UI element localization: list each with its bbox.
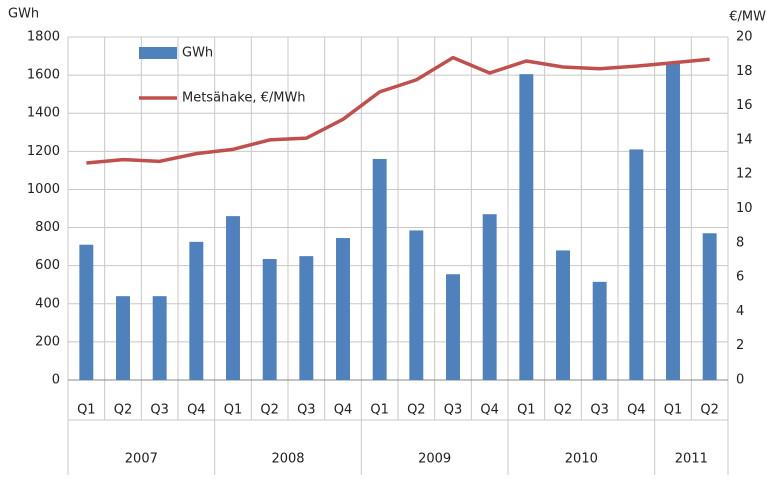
bar	[409, 230, 424, 380]
bar	[116, 296, 130, 380]
y-tick-label: 1800	[27, 30, 60, 45]
y-tick-label: 1200	[27, 144, 60, 159]
x-tick-label: Q2	[700, 403, 719, 418]
y2-tick-label: 6	[736, 270, 744, 285]
y-tick-label: 800	[35, 220, 60, 235]
bar	[226, 216, 240, 380]
x-tick-label: Q4	[334, 403, 353, 418]
x-tick-label: Q1	[517, 403, 536, 418]
y-tick-label: 1000	[27, 182, 60, 197]
group-label: 2007	[125, 452, 158, 467]
x-tick-label: Q1	[370, 403, 389, 418]
bar	[152, 296, 167, 380]
y2-tick-label: 10	[736, 201, 753, 216]
y2-tick-label: 8	[736, 235, 744, 250]
y2-tick-label: 4	[736, 304, 744, 319]
x-tick-label: Q4	[187, 403, 206, 418]
bar	[556, 250, 570, 380]
bar	[189, 241, 204, 380]
x-tick-label: Q2	[114, 403, 133, 418]
bar	[299, 256, 314, 380]
y-tick-label: 0	[52, 373, 60, 388]
x-tick-label: Q1	[664, 403, 683, 418]
legend-swatch	[139, 47, 177, 59]
bar	[446, 274, 460, 380]
x-tick-label: Q4	[480, 403, 499, 418]
y2-tick-label: 2	[736, 338, 744, 353]
x-tick-label: Q1	[77, 403, 96, 418]
x-tick-label: Q2	[554, 403, 573, 418]
bar	[262, 258, 277, 380]
y2-tick-label: 0	[736, 373, 744, 388]
bar	[666, 62, 680, 380]
x-tick-label: Q1	[224, 403, 243, 418]
y2-tick-label: 20	[736, 30, 753, 45]
x-tick-label: Q3	[590, 403, 609, 418]
bar	[519, 74, 534, 381]
x-tick-label: Q3	[297, 403, 316, 418]
y2-tick-label: 18	[736, 64, 753, 79]
line	[86, 55, 710, 165]
legend-label: Metsähake, €/MWh	[182, 91, 306, 106]
bar	[592, 281, 607, 380]
group-label: 2009	[418, 452, 451, 467]
group-label: 2010	[565, 452, 598, 467]
bar	[372, 158, 387, 380]
y2-tick-label: 14	[736, 132, 753, 147]
legend-label: GWh	[182, 46, 213, 61]
x-tick-label: Q3	[444, 403, 463, 418]
group-label: 2008	[271, 452, 304, 467]
x-tick-label: Q2	[407, 403, 426, 418]
x-tick-label: Q3	[150, 403, 169, 418]
y2-tick-label: 12	[736, 167, 753, 182]
y2-axis-label: €/MW	[729, 10, 766, 25]
y-axis-label: GWh	[8, 7, 39, 22]
bar	[702, 233, 717, 380]
bar	[79, 244, 94, 380]
y-tick-label: 600	[35, 258, 60, 273]
bar	[482, 214, 497, 380]
bar	[629, 149, 644, 380]
y2-tick-label: 16	[736, 98, 753, 113]
y-tick-label: 1400	[27, 106, 60, 121]
y-tick-label: 1600	[27, 68, 60, 83]
x-tick-label: Q4	[627, 403, 646, 418]
bar	[336, 238, 350, 380]
x-tick-label: Q2	[260, 403, 279, 418]
group-label: 2011	[675, 452, 708, 467]
y-tick-label: 200	[35, 334, 60, 349]
y-tick-label: 400	[35, 296, 60, 311]
